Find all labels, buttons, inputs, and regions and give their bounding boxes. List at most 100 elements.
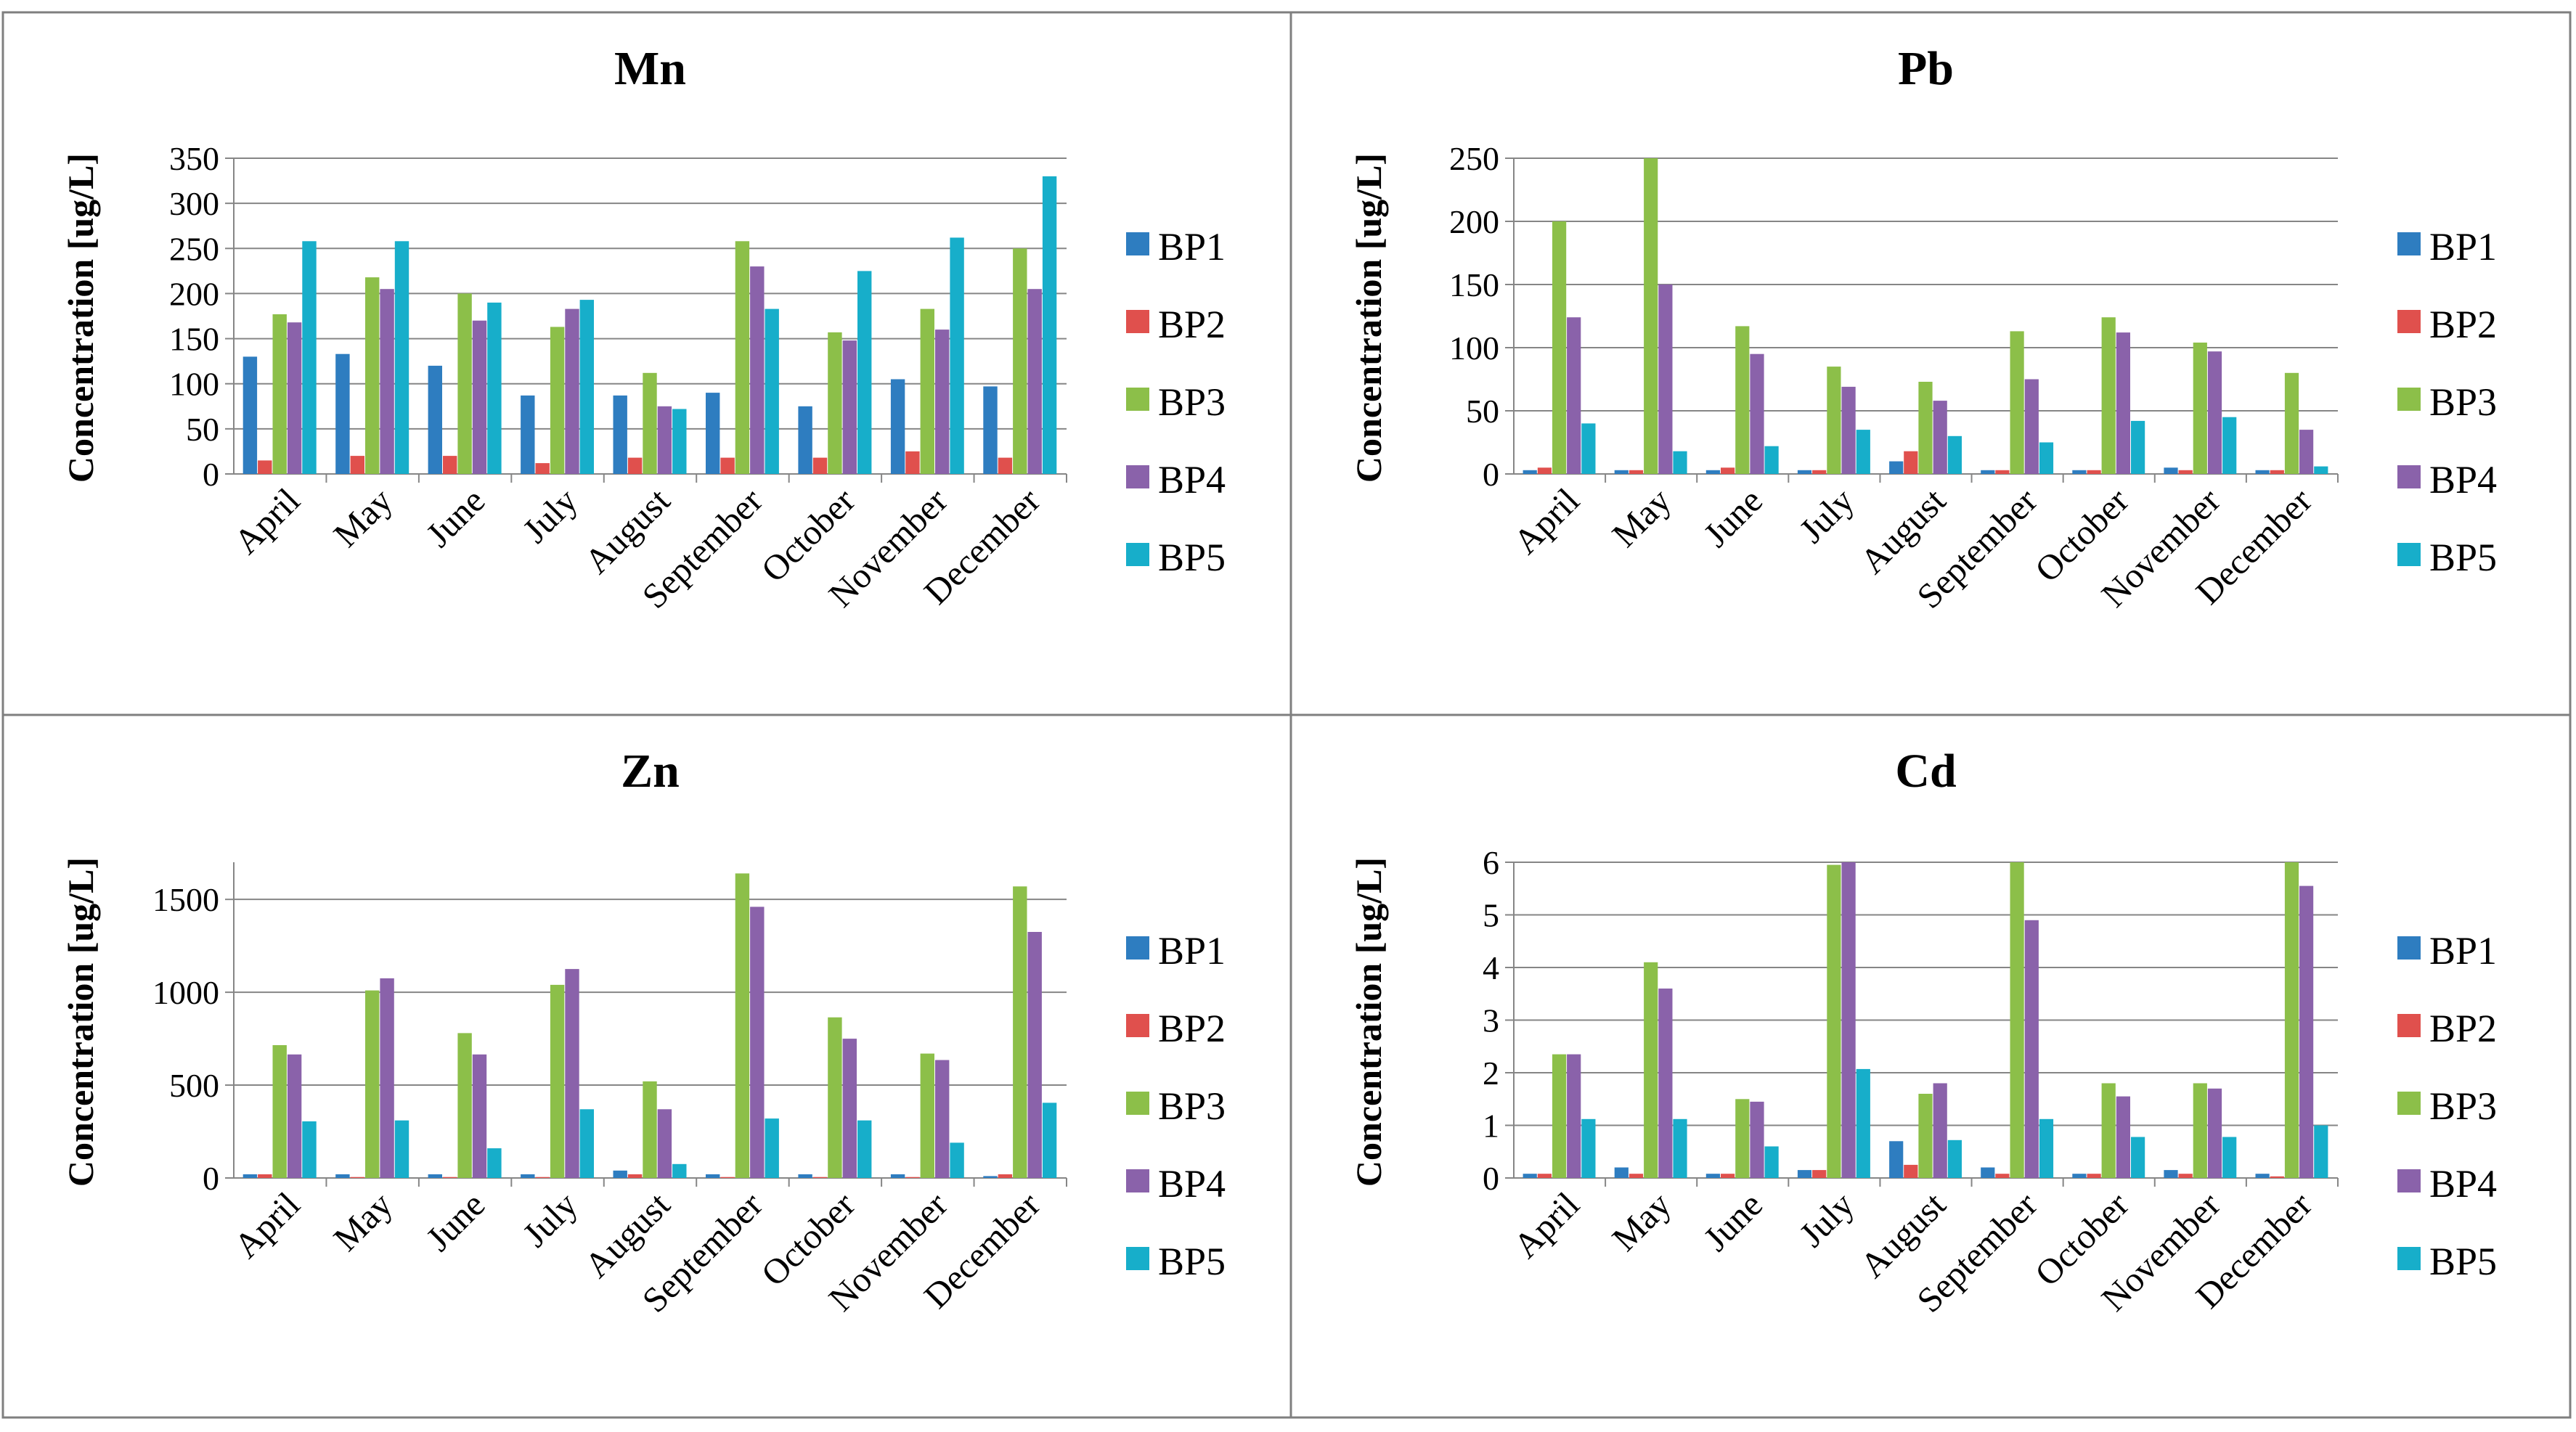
y-tick-label: 300	[169, 185, 219, 222]
bar-bp3-april	[272, 1045, 287, 1178]
bar-bp5-july	[1856, 430, 1870, 474]
bar-bp4-september	[750, 266, 765, 474]
bar-bp4-august	[657, 406, 672, 474]
bar-bp4-may	[1658, 285, 1673, 474]
bar-bp2-april	[1537, 1174, 1552, 1178]
bar-bp2-december	[2270, 1176, 2284, 1178]
bar-bp2-november	[2178, 470, 2193, 474]
bar-bp1-may	[335, 1174, 350, 1178]
bar-bp3-june	[457, 1033, 472, 1178]
bar-bp2-july	[535, 1177, 550, 1178]
legend-swatch-bp1	[2397, 232, 2421, 255]
bar-bp5-august	[1947, 1140, 1962, 1178]
bar-bp5-august	[672, 1163, 687, 1178]
legend-label-bp5: BP5	[1158, 536, 1226, 579]
bar-bp1-december	[2255, 1174, 2270, 1178]
bar-bp3-november	[920, 308, 934, 474]
y-tick-label: 0	[203, 1160, 219, 1197]
y-tick-label: 200	[169, 275, 219, 312]
bar-bp3-september	[735, 241, 750, 474]
bar-bp5-april	[1581, 1118, 1596, 1178]
legend-swatch-bp2	[2397, 310, 2421, 333]
bar-bp2-october	[2087, 470, 2101, 474]
bar-bp3-april	[1552, 1054, 1567, 1178]
chart-title: Pb	[1898, 42, 1954, 95]
y-tick-label: 2	[1483, 1055, 1499, 1092]
bar-bp4-november	[2207, 351, 2222, 474]
y-tick-label: 6	[1483, 844, 1499, 881]
bar-bp5-july	[579, 1109, 594, 1178]
bar-bp3-september	[2010, 331, 2024, 474]
bar-bp5-june	[487, 1148, 502, 1178]
bar-bp1-august	[613, 395, 627, 474]
bar-bp1-december	[983, 386, 998, 474]
bar-bp4-december	[2299, 885, 2314, 1178]
bar-bp3-october	[828, 1017, 842, 1178]
bar-bp5-september	[765, 1118, 779, 1178]
bar-bp4-june	[472, 1054, 487, 1178]
bar-bp3-september	[2010, 862, 2024, 1178]
bar-bp3-august	[1918, 382, 1933, 474]
y-tick-label: 150	[1449, 266, 1499, 303]
bar-bp4-may	[1658, 989, 1673, 1178]
y-tick-label: 4	[1483, 949, 1499, 986]
bar-bp4-july	[565, 308, 579, 474]
bar-bp1-july	[521, 395, 535, 474]
chart-title: Mn	[614, 42, 686, 95]
bar-bp2-october	[812, 1177, 828, 1178]
bar-bp1-august	[613, 1170, 627, 1178]
bar-bp3-may	[365, 990, 380, 1178]
legend-label-bp2: BP2	[2429, 303, 2497, 346]
bar-bp4-june	[1750, 1101, 1764, 1178]
bar-bp1-august	[1889, 1141, 1904, 1179]
legend-label-bp1: BP1	[1158, 225, 1226, 269]
bar-bp1-may	[1614, 470, 1629, 474]
bar-bp3-april	[1552, 221, 1567, 474]
bar-bp2-december	[2270, 470, 2284, 474]
bar-bp2-august	[627, 1174, 643, 1178]
bar-bp3-may	[365, 277, 380, 474]
legend-label-bp4: BP4	[1158, 1162, 1226, 1206]
bar-bp5-october	[2131, 420, 2145, 474]
bar-bp3-november	[2193, 343, 2207, 474]
bar-bp3-july	[550, 984, 565, 1178]
bar-bp1-august	[1889, 461, 1904, 474]
legend-swatch-bp3	[2397, 1092, 2421, 1115]
bar-bp1-june	[428, 1174, 442, 1178]
bar-bp1-june	[1705, 1174, 1720, 1178]
bar-bp5-october	[2131, 1137, 2145, 1178]
legend-swatch-bp5	[1126, 543, 1149, 566]
bar-bp1-april	[1523, 470, 1537, 474]
legend-label-bp1: BP1	[2429, 225, 2497, 269]
bar-bp4-april	[287, 322, 302, 474]
bar-bp2-august	[627, 457, 643, 474]
bar-bp3-july	[1827, 864, 1841, 1178]
y-axis-title: Concentration [ug/L]	[1348, 857, 1389, 1187]
chart-title: Zn	[621, 745, 680, 798]
bar-bp4-august	[1933, 401, 1947, 474]
bar-bp5-october	[857, 271, 872, 474]
bar-bp4-april	[287, 1054, 302, 1178]
legend-swatch-bp4	[2397, 465, 2421, 488]
legend-label-bp2: BP2	[1158, 1007, 1226, 1050]
bar-bp1-december	[2255, 470, 2270, 474]
bar-bp4-november	[935, 330, 950, 474]
bar-bp2-august	[1904, 451, 1918, 474]
bar-bp3-august	[643, 1081, 657, 1178]
bar-bp4-october	[842, 1039, 857, 1178]
y-tick-label: 350	[169, 140, 219, 177]
bar-bp2-may	[1629, 470, 1644, 474]
legend-swatch-bp3	[1126, 1092, 1149, 1115]
legend-label-bp3: BP3	[1158, 380, 1226, 424]
chart-title: Cd	[1895, 745, 1956, 798]
bar-bp3-august	[1918, 1094, 1933, 1178]
bar-bp1-may	[335, 353, 350, 474]
bar-bp5-december	[1042, 1102, 1057, 1178]
bar-bp2-december	[998, 457, 1013, 474]
bar-bp4-december	[2299, 430, 2314, 474]
legend-swatch-bp1	[2397, 936, 2421, 960]
legend-swatch-bp4	[2397, 1169, 2421, 1192]
bar-bp4-august	[657, 1109, 672, 1178]
bar-bp1-june	[1705, 470, 1720, 474]
bar-bp5-june	[487, 302, 502, 474]
